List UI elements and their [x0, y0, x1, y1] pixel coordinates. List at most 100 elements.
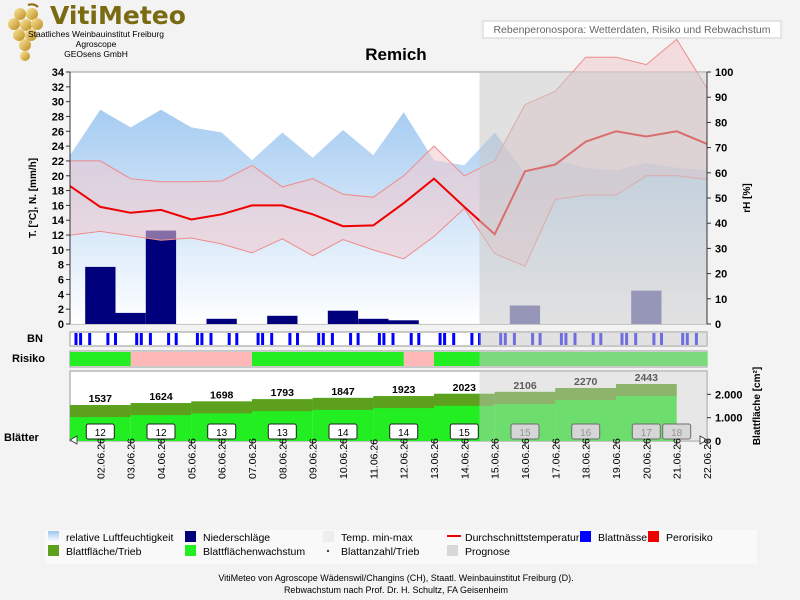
precipitation-bar [267, 315, 298, 324]
date-tick-label: 09.06.26 [308, 438, 320, 479]
leaf-area-swatch [48, 545, 59, 556]
risk-strip [69, 350, 708, 368]
leaf-tick-label: 1.000 [715, 413, 743, 425]
right-tick-label: 20 [715, 269, 727, 281]
date-tick-label: 21.06.26 [672, 438, 684, 479]
right-tick-label: 90 [715, 92, 727, 104]
legend-label: Niederschläge [203, 532, 270, 544]
left-tick-label: 24 [52, 141, 65, 153]
temp-band-swatch [323, 531, 334, 542]
date-tick-label: 19.06.26 [611, 438, 623, 479]
left-tick-label: 8 [58, 260, 64, 272]
risk-cell [130, 352, 162, 366]
leaf-count-box [146, 423, 176, 440]
legend-item: Perorisiko [648, 531, 713, 544]
right-tick-label: 40 [715, 218, 727, 230]
date-tick-label: 03.06.26 [126, 438, 138, 479]
left-tick-label: 12 [52, 230, 64, 242]
wetness-mark [74, 333, 78, 345]
leaf-area-label: 1847 [331, 386, 355, 398]
leaf-tick-label: 0 [715, 436, 721, 448]
forecast-shade-risk [479, 351, 707, 367]
risk-cell [252, 352, 283, 366]
risk-cell [434, 352, 465, 366]
leaf-count-label: 16 [580, 428, 592, 439]
leaf-area-label: 2443 [635, 372, 659, 384]
wetness-label: BN [27, 333, 43, 345]
legend-item: relative Luftfeuchtigkeit [48, 531, 173, 544]
leaf-area-bar [434, 393, 495, 406]
leaf-area-bar [191, 401, 252, 414]
leaf-area-label: 1624 [149, 391, 173, 403]
wetness-mark [288, 333, 292, 345]
legend-items: relative Luftfeuchtigkeit Niederschläge Te… [48, 531, 713, 558]
legend-label: Blattanzahl/Trieb [341, 546, 420, 558]
leaf-count-label: 15 [459, 428, 471, 439]
leaf-area-bar [616, 384, 677, 396]
right-tick-label: 50 [715, 193, 727, 205]
legend-item: Niederschläge [185, 531, 270, 544]
leaf-count-label: 14 [337, 428, 349, 439]
leaf-area-bar [252, 399, 313, 412]
subtitle-box [482, 20, 782, 39]
precipitation-bar [145, 230, 177, 324]
wetness-mark [148, 333, 152, 345]
date-tick-label: 06.06.26 [217, 438, 229, 479]
leaf-count-label: 14 [398, 428, 410, 439]
wetness-mark [443, 333, 447, 345]
leaf-count-label: 17 [641, 428, 653, 439]
left-axis-label: T. [°C], N. [mm/h] [28, 158, 39, 238]
leaf-area-bar [312, 397, 374, 410]
date-tick-label: 10.06.26 [338, 438, 350, 479]
leaf-count-label: 13 [277, 428, 289, 439]
leaf-count-box [267, 423, 297, 440]
footer-line-2: Rebwachstum nach Prof. Dr. H. Schultz, F… [284, 585, 508, 595]
legend-label: relative Luftfeuchtigkeit [66, 532, 173, 544]
footer-line-1: VitiMeteo von Agroscope Wädenswil/Changi… [218, 573, 573, 583]
leaf-count-label: 12 [95, 428, 107, 439]
wetness-mark [296, 333, 299, 345]
wetness-mark [470, 333, 474, 345]
wetness-mark [200, 333, 204, 345]
legend-item: Blattanzahl/Trieb [326, 546, 420, 558]
right-tick-label: 100 [715, 67, 733, 79]
wetness-mark [114, 333, 117, 345]
leaf-area-label: 1793 [271, 387, 295, 399]
wetness-mark [174, 333, 178, 345]
leaf-axis-label: Blattfläche [cm²] [752, 367, 763, 445]
precipitation-bar [206, 318, 237, 324]
date-tick-label: 02.06.26 [95, 438, 107, 479]
left-tick-label: 22 [52, 156, 64, 168]
leaf-count-label: 12 [155, 428, 167, 439]
wetness-mark [321, 333, 325, 345]
legend: relative Luftfeuchtigkeit Niederschläge Te… [45, 530, 757, 564]
wetness-mark [209, 333, 213, 345]
right-tick-label: 60 [715, 168, 727, 180]
leaf-count-box [449, 423, 479, 440]
legend-label: Prognose [465, 546, 510, 558]
leaf-area-label: 2106 [513, 380, 537, 392]
forecast-shade-leaf [479, 371, 707, 441]
wetness-mark [391, 333, 395, 345]
leaf-count-box [85, 423, 115, 440]
risk-cell [191, 352, 223, 366]
leaf-count-box [571, 423, 601, 440]
rh-swatch [48, 531, 59, 542]
risk-cell [282, 352, 314, 366]
leaf-count-box [510, 423, 540, 440]
leaf-area-bar [130, 403, 192, 416]
right-axis: 0 10 20 30 40 50 60 70 80 90 100 [706, 67, 733, 331]
leaf-area-label: 2023 [453, 382, 477, 394]
right-tick-label: 70 [715, 143, 727, 155]
legend-item: Blattnässe [580, 531, 647, 544]
left-tick-label: 16 [52, 200, 64, 212]
leaf-count-box [631, 423, 661, 440]
temperature-max-line [70, 38, 708, 198]
right-tick-label: 30 [715, 243, 727, 255]
date-tick-label: 04.06.26 [156, 438, 168, 479]
legend-label: Blattflächenwachstum [203, 546, 305, 558]
date-tick-label: 18.06.26 [581, 438, 593, 479]
wetness-mark [235, 333, 239, 345]
date-tick-label: 07.06.26 [247, 438, 259, 479]
